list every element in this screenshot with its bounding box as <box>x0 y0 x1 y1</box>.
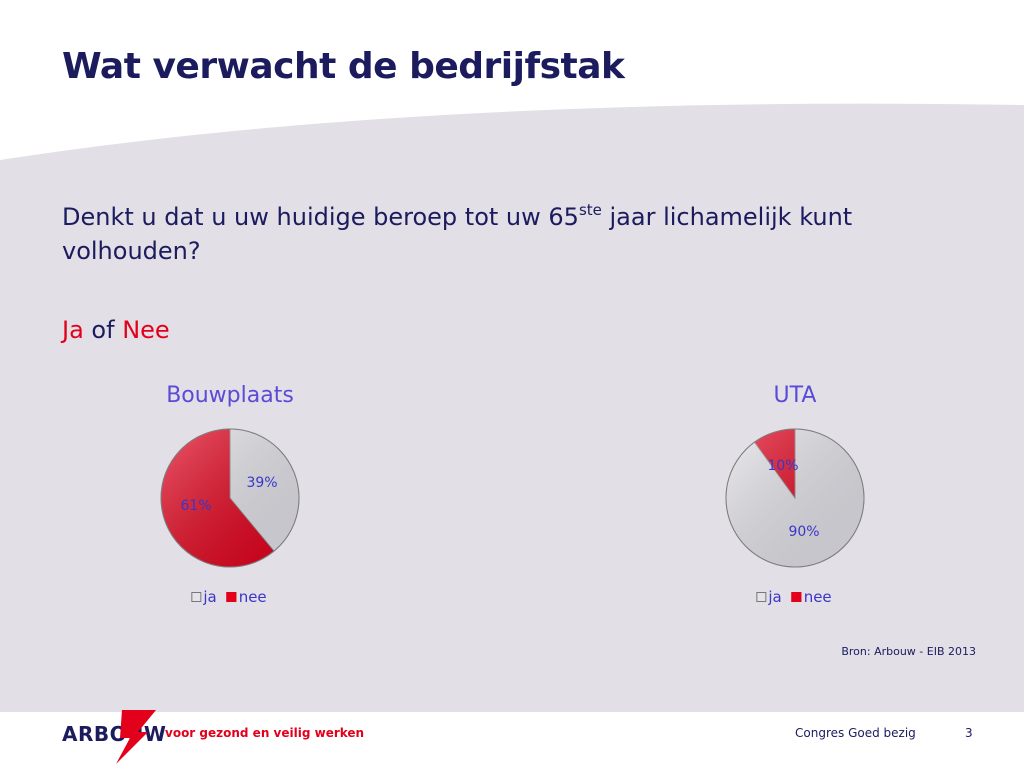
pie-chart-uta: 90% 10% <box>725 428 865 568</box>
source-note: Bron: Arbouw - EIB 2013 <box>841 645 976 658</box>
legend-item-nee: nee <box>226 588 267 606</box>
slide-title: Wat verwacht de bedrijfstak <box>62 46 625 87</box>
pie-shading <box>725 428 865 568</box>
legend-swatch-nee <box>791 592 802 602</box>
legend-item-ja: ja <box>756 588 782 606</box>
pie-label-ja: 39% <box>246 475 277 491</box>
chart-title-uta: UTA <box>773 383 817 408</box>
pie-label-ja: 90% <box>788 524 819 540</box>
legend-item-nee: nee <box>791 588 832 606</box>
legend-uta: ja nee <box>756 588 837 606</box>
question-superscript: ste <box>578 201 602 219</box>
legend-swatch-ja <box>756 592 767 602</box>
question-text-start: Denkt u dat u uw huidige beroep tot uw 6… <box>62 203 579 231</box>
legend-swatch-ja <box>191 592 202 602</box>
pie-label-nee: 10% <box>767 458 798 474</box>
question-text-end: jaar lichamelijk kunt volhouden? <box>62 203 853 265</box>
pie-chart-bouwplaats: 39% 61% <box>160 428 300 568</box>
answer-options: Ja of Nee <box>62 316 170 344</box>
option-ja: Ja <box>62 316 84 344</box>
lightning-logo-icon <box>116 710 156 764</box>
legend-bouwplaats: ja nee <box>191 588 272 606</box>
arbouw-logo: ARBOUW <box>62 722 167 746</box>
chart-title-bouwplaats: Bouwplaats <box>166 383 294 408</box>
legend-label-ja: ja <box>768 588 782 606</box>
tagline: voor gezond en veilig werken <box>165 726 365 740</box>
pie-label-nee: 61% <box>180 498 211 514</box>
legend-label-ja: ja <box>203 588 217 606</box>
footer-bar <box>0 712 1024 768</box>
legend-label-nee: nee <box>803 588 832 606</box>
pie-shading <box>160 428 300 568</box>
event-name: Congres Goed bezig <box>795 726 916 740</box>
legend-label-nee: nee <box>238 588 267 606</box>
option-nee: Nee <box>122 316 170 344</box>
option-separator: of <box>83 316 123 344</box>
survey-question: Denkt u dat u uw huidige beroep tot uw 6… <box>62 200 962 268</box>
legend-item-ja: ja <box>191 588 217 606</box>
legend-swatch-nee <box>226 592 237 602</box>
page-number: 3 <box>965 726 973 740</box>
